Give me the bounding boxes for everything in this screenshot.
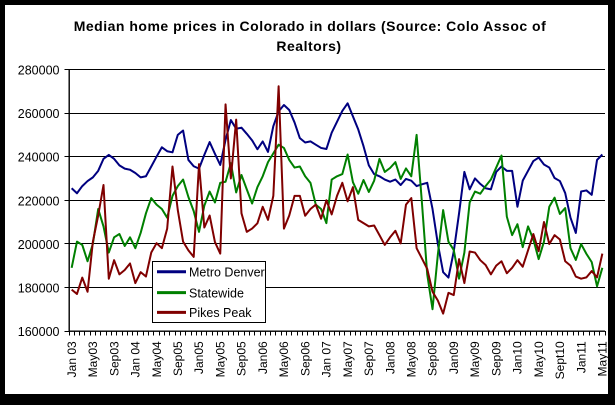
svg-text:Sept10: Sept10 [553, 341, 567, 379]
svg-text:Jan06: Jan06 [256, 341, 270, 374]
svg-text:May08: May08 [405, 341, 419, 377]
svg-text:Sep07: Sep07 [362, 341, 376, 376]
svg-text:Jan 03: Jan 03 [65, 341, 79, 377]
svg-text:Jan 04: Jan 04 [129, 341, 143, 377]
svg-text:220000: 220000 [18, 194, 60, 208]
svg-text:Jan11: Jan11 [574, 341, 588, 373]
svg-text:Pikes Peak: Pikes Peak [189, 306, 252, 320]
svg-text:May06: May06 [277, 341, 291, 377]
svg-text:260000: 260000 [18, 107, 60, 121]
svg-text:Median home prices in Colorado: Median home prices in Colorado in dollar… [74, 18, 547, 34]
svg-text:May09: May09 [468, 341, 482, 377]
svg-text:Sep08: Sep08 [426, 341, 440, 376]
svg-text:Metro Denver: Metro Denver [189, 266, 265, 280]
svg-text:280000: 280000 [18, 64, 60, 78]
svg-text:Jan10: Jan10 [511, 341, 525, 374]
svg-text:Sep03: Sep03 [107, 341, 121, 376]
svg-text:Sep06: Sep06 [298, 341, 312, 376]
svg-text:Sep05: Sep05 [171, 341, 185, 376]
svg-text:Statewide: Statewide [189, 286, 244, 300]
svg-text:May11: May11 [596, 341, 610, 376]
svg-text:Jan05: Jan05 [192, 341, 206, 374]
svg-text:Jan08: Jan08 [383, 341, 397, 374]
svg-text:240000: 240000 [18, 151, 60, 165]
svg-text:Sep05: Sep05 [235, 341, 249, 376]
svg-text:May05: May05 [213, 341, 227, 377]
svg-text:160000: 160000 [18, 325, 60, 339]
svg-text:180000: 180000 [18, 281, 60, 295]
svg-text:May10: May10 [532, 341, 546, 377]
svg-text:Jan09: Jan09 [447, 341, 461, 374]
svg-text:May03: May03 [86, 341, 100, 377]
svg-text:Jan 07: Jan 07 [320, 341, 334, 377]
svg-text:Sep09: Sep09 [489, 341, 503, 376]
svg-text:200000: 200000 [18, 238, 60, 252]
svg-text:May04: May04 [150, 341, 164, 377]
svg-text:Realtors): Realtors) [276, 38, 341, 54]
svg-text:May07: May07 [341, 341, 355, 377]
